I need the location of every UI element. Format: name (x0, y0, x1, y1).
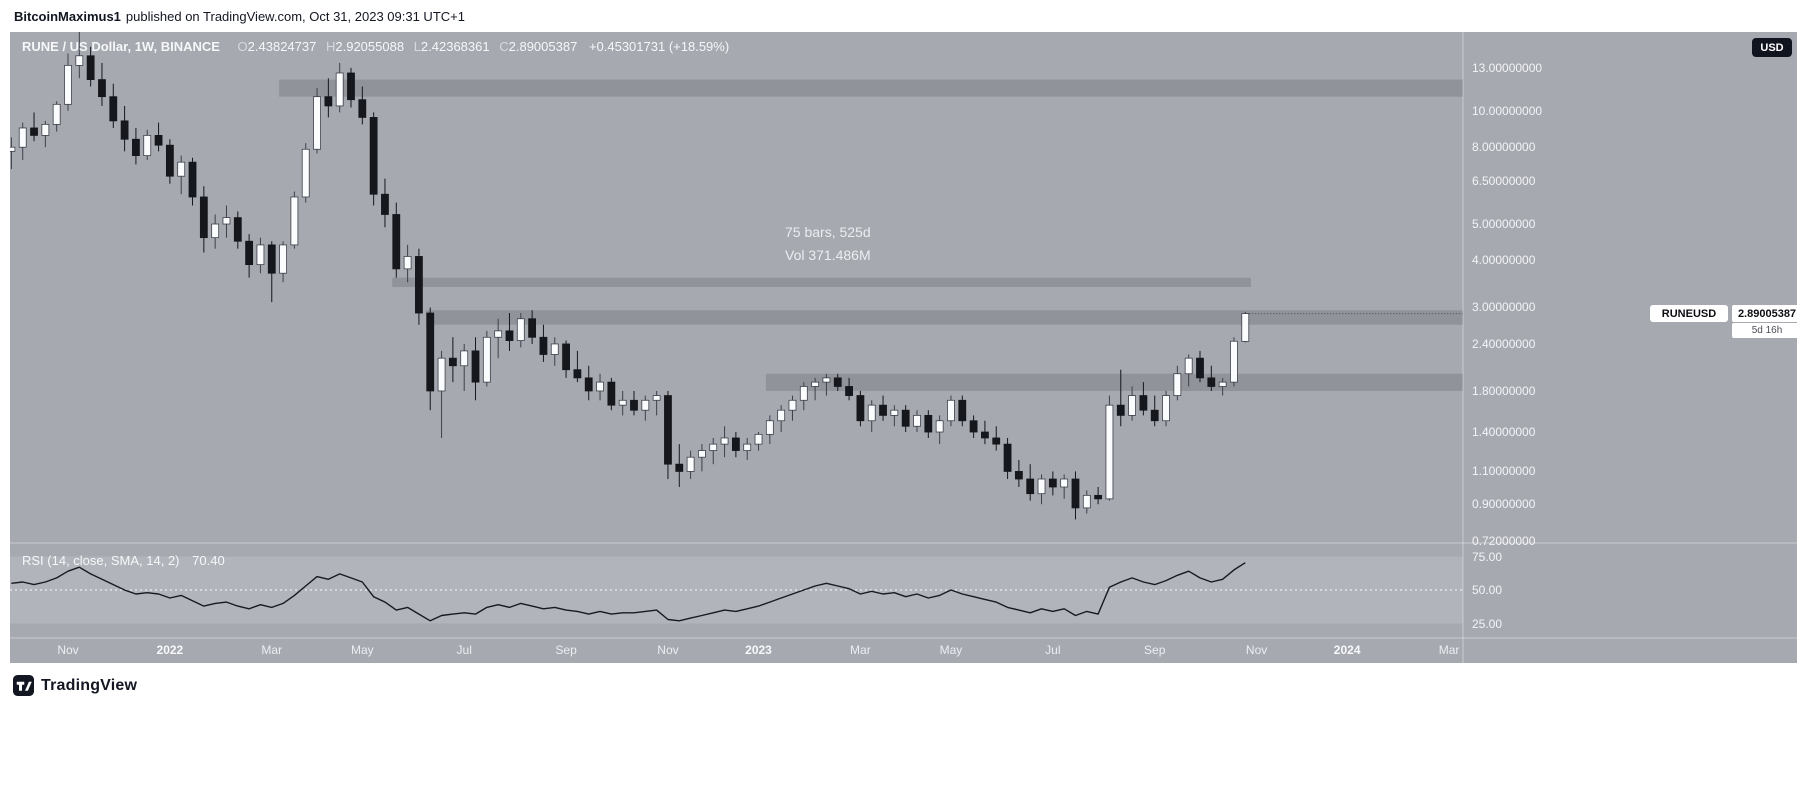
time-axis-label: Jul (456, 643, 472, 657)
rsi-axis-label: 50.00 (1472, 583, 1503, 597)
price-axis-label: 1.40000000 (1472, 425, 1536, 440)
time-axis-label: Jul (1045, 643, 1061, 657)
rsi-axis-label: 75.00 (1472, 549, 1503, 564)
price-axis-label: 3.00000000 (1472, 300, 1536, 315)
open-value: 2.43824737 (247, 39, 317, 54)
close-value: 2.89005387 (508, 39, 578, 54)
price-axis-label: 5.00000000 (1472, 217, 1536, 232)
time-axis-label: Sep (555, 643, 577, 657)
low-value: 2.42368361 (420, 39, 490, 54)
time-axis-label: Nov (657, 643, 679, 657)
tradingview-logo-icon (13, 675, 34, 696)
publish-bar: BitcoinMaximus1 published on TradingView… (0, 0, 1807, 32)
price-axis-label: 1.80000000 (1472, 383, 1536, 398)
low-label: L (413, 39, 421, 54)
price-axis-label: 4.00000000 (1472, 253, 1536, 268)
symbol-price-flag[interactable]: RUNEUSD (1650, 305, 1728, 322)
price-axis-label: 0.90000000 (1472, 497, 1536, 512)
price-axis[interactable]: 13.00000000 10.00000000 8.00000000 6.500000… (1463, 32, 1797, 663)
tradingview-logo-text: TradingView (41, 676, 138, 694)
price-axis-label: 0.72000000 (1472, 533, 1536, 548)
time-axis[interactable]: Nov 2022 Mar May Jul Sep Nov 2023 Mar May Jul Sep No… (10, 638, 1797, 663)
high-label: H (325, 39, 336, 54)
price-axis-label: 2.40000000 (1472, 336, 1536, 351)
rsi-axis-label: 25.00 (1472, 616, 1503, 631)
time-axis-label: 2023 (745, 643, 772, 657)
rsi-value: 70.40 (192, 553, 225, 568)
change-value: +0.45301731 (+18.59%) (588, 39, 730, 54)
publish-author[interactable]: BitcoinMaximus1 (14, 8, 121, 24)
last-price-label: 2.89005387 (1732, 305, 1797, 322)
time-axis-label: Nov (1245, 643, 1268, 657)
range-bars-text: 75 bars, 525d (785, 224, 871, 240)
footer-bar: TradingView (0, 663, 1807, 810)
price-axis-label: 10.00000000 (1472, 103, 1543, 118)
time-axis-label: 2022 (156, 643, 184, 657)
high-value: 2.92055088 (335, 39, 405, 54)
time-axis-label: 2024 (1333, 643, 1361, 657)
price-axis-label: 1.10000000 (1472, 464, 1536, 479)
time-axis-label: May (939, 643, 963, 657)
publish-text: published on TradingView.com, Oct 31, 20… (125, 8, 465, 24)
price-axis-label: 13.00000000 (1472, 60, 1543, 75)
rsi-label[interactable]: RSI (14, close, SMA, 14, 2) (22, 553, 180, 568)
chart-legend: RUNE / US Dollar, 1W, BINANCE O2.4382473… (22, 39, 729, 54)
time-axis-label: Mar (261, 643, 283, 657)
range-measurement: 75 bars, 525d Vol 371.486M (785, 221, 871, 267)
bar-countdown-label: 5d 16h (1732, 323, 1797, 338)
price-axis-label: 8.00000000 (1472, 140, 1536, 155)
symbol-title[interactable]: RUNE / US Dollar, 1W, BINANCE (22, 39, 220, 54)
close-label: C (499, 39, 509, 54)
price-axis-label: 6.50000000 (1472, 174, 1536, 189)
time-axis-label: Sep (1144, 643, 1166, 657)
chart-container[interactable]: RUNE / US Dollar, 1W, BINANCE O2.4382473… (10, 32, 1797, 663)
rsi-legend: RSI (14, close, SMA, 14, 2) 70.40 (22, 553, 225, 568)
tradingview-logo[interactable]: TradingView (13, 675, 137, 696)
open-label: O (237, 39, 248, 54)
range-volume-text: Vol 371.486M (785, 247, 871, 263)
time-axis-label: Mar (850, 643, 871, 657)
time-axis-label: Nov (57, 643, 79, 657)
time-axis-label: May (350, 643, 374, 657)
time-axis-label: Mar (1438, 643, 1460, 657)
chart-plot[interactable] (10, 32, 1797, 663)
currency-toggle-button[interactable]: USD (1752, 38, 1792, 57)
